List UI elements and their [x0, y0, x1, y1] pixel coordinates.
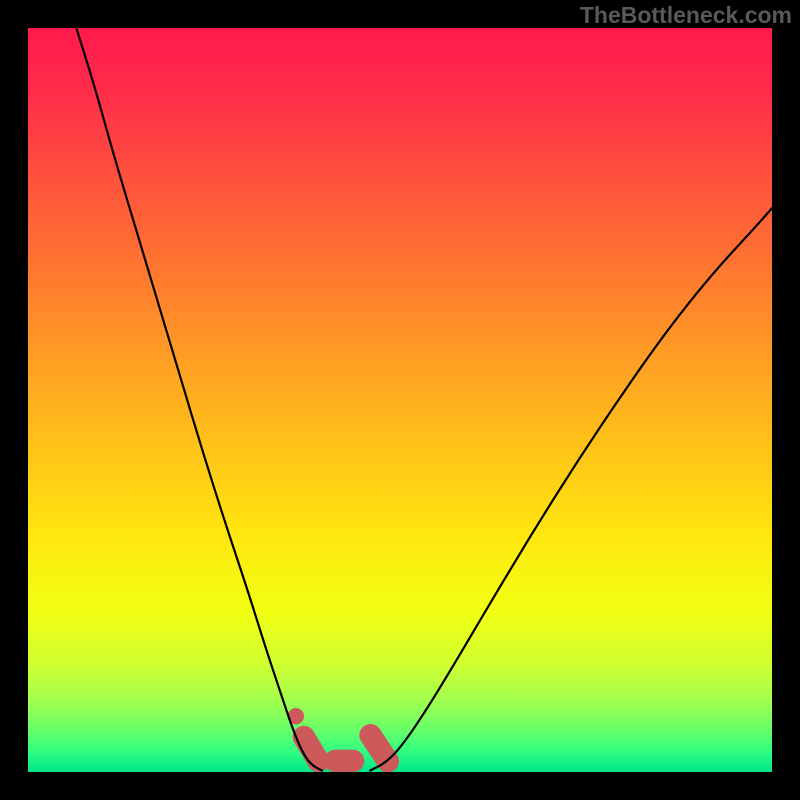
plot-area [28, 28, 772, 772]
marker-pill [324, 750, 364, 772]
curve-layer [28, 28, 772, 772]
chart-stage: TheBottleneck.com [0, 0, 800, 800]
curve-left-branch [76, 28, 322, 771]
curve-right-branch [370, 208, 772, 770]
watermark-text: TheBottleneck.com [580, 2, 792, 29]
